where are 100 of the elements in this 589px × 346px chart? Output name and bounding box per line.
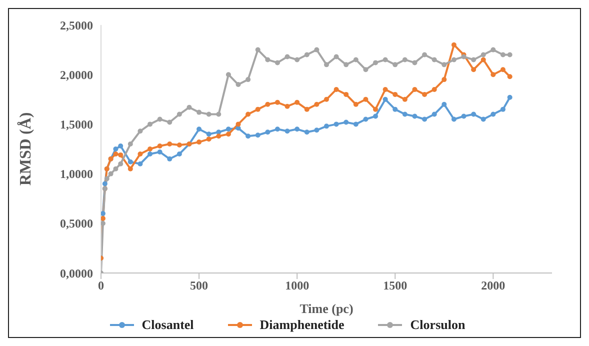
point [216, 134, 222, 139]
point [451, 42, 456, 48]
point [353, 102, 358, 107]
point [402, 57, 408, 62]
point [255, 132, 260, 138]
legend-label: Diamphenetide [260, 317, 344, 333]
point [167, 142, 172, 147]
point [274, 100, 280, 105]
y-axis-title: RMSD (Å) [16, 112, 35, 186]
point [101, 220, 106, 226]
point [118, 152, 124, 158]
point [422, 116, 428, 122]
point [206, 132, 212, 137]
point [216, 112, 222, 117]
point [402, 112, 408, 117]
x-tick-label: 2000 [481, 278, 506, 293]
point [104, 176, 110, 182]
point [236, 122, 241, 127]
point [324, 96, 329, 102]
point [500, 67, 506, 72]
y-tick-label: 1,5000 [60, 117, 93, 132]
point [113, 151, 118, 156]
point [442, 102, 447, 107]
point [304, 52, 310, 58]
point [148, 122, 153, 127]
point [442, 77, 447, 82]
point [507, 74, 512, 80]
point [304, 106, 310, 112]
point [392, 92, 398, 97]
point [113, 146, 118, 152]
point [314, 102, 320, 107]
point [265, 57, 270, 62]
point [176, 112, 182, 117]
point [226, 72, 231, 78]
point [344, 62, 349, 68]
y-tick-label: 2,5000 [60, 18, 93, 32]
point [490, 112, 496, 117]
point [471, 57, 476, 62]
point [148, 146, 153, 152]
point [246, 112, 251, 117]
point [373, 60, 378, 66]
point [236, 82, 241, 88]
x-tick-label: 0 [98, 278, 104, 293]
point [148, 151, 153, 156]
point [451, 116, 456, 122]
point [363, 96, 368, 102]
point [176, 142, 182, 148]
point [471, 112, 476, 117]
point [157, 116, 162, 122]
point [304, 130, 310, 135]
point [422, 92, 428, 97]
point [314, 47, 320, 52]
point [157, 149, 162, 154]
point [324, 62, 329, 68]
point [196, 126, 202, 132]
point [118, 144, 124, 149]
point [113, 166, 118, 172]
point [412, 86, 418, 92]
point [432, 86, 437, 92]
y-tick-label: 0,5000 [60, 216, 93, 231]
point [108, 171, 114, 176]
point [101, 210, 106, 216]
point [167, 156, 172, 162]
x-tick-label: 1000 [285, 278, 310, 293]
point [373, 106, 378, 112]
point [500, 106, 506, 112]
point [451, 57, 456, 62]
point [363, 116, 368, 122]
point [507, 94, 512, 100]
point [480, 57, 486, 62]
point [334, 54, 339, 60]
point [255, 47, 260, 52]
point [186, 104, 192, 110]
point [334, 122, 339, 127]
point [334, 86, 339, 92]
point [274, 60, 280, 66]
point [500, 52, 506, 58]
point [176, 151, 182, 156]
point [432, 112, 437, 117]
y-tick-label: 2,0000 [60, 68, 93, 82]
point [128, 159, 133, 164]
point [382, 57, 388, 62]
point [471, 67, 476, 72]
point [206, 112, 212, 117]
point [284, 128, 290, 134]
point [402, 96, 408, 102]
point [265, 130, 270, 135]
y-tick-label: 0,0000 [60, 266, 93, 280]
point [392, 62, 398, 68]
point [138, 161, 143, 166]
point [138, 128, 143, 134]
point [196, 140, 202, 145]
point [274, 126, 280, 132]
x-tick-label: 500 [190, 278, 208, 293]
point [294, 57, 300, 62]
x-axis-title: Time (pc) [300, 301, 354, 316]
point [284, 54, 290, 60]
x-tick-label: 1500 [383, 278, 408, 293]
point [461, 114, 466, 119]
point [157, 144, 162, 149]
